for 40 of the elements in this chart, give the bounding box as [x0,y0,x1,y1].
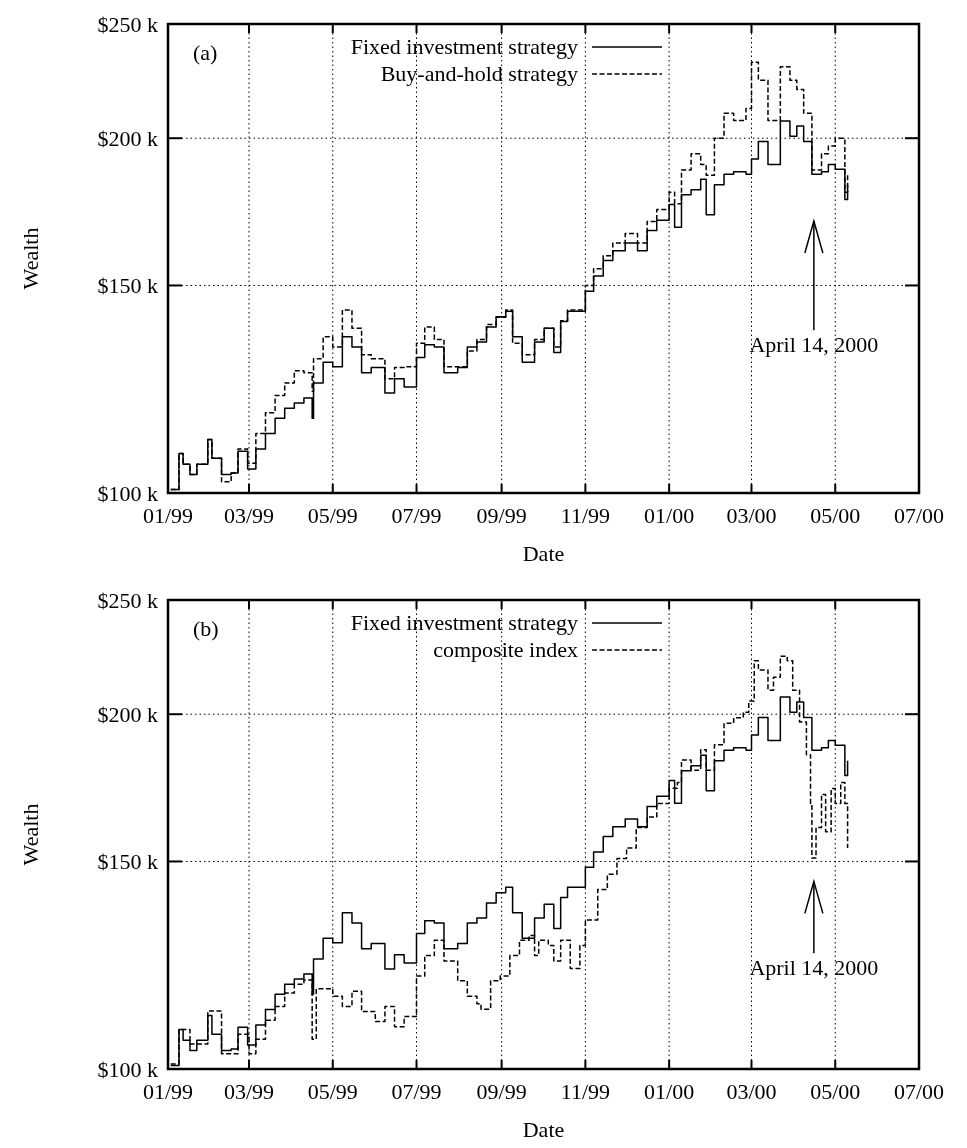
legend-label: Fixed investment strategy [350,34,578,59]
x-tick-label: 03/99 [223,1079,275,1104]
y-tick-label: $150 k [97,849,158,875]
y-tick-label: $150 k [97,273,158,299]
y-axis-title: Wealth [18,227,43,290]
x-axis-title: Date [522,541,565,566]
legend-label: Buy-and-hold strategy [380,61,578,86]
x-tick-label: 09/99 [476,1079,527,1104]
x-tick-label: 01/99 [142,503,194,528]
annotation: (b) [193,616,219,641]
x-tick-label: 03/00 [726,1079,777,1104]
legend-label: Fixed investment strategy [350,610,578,635]
x-tick-label: 01/00 [644,1079,695,1104]
x-tick-label: 05/99 [307,1079,358,1104]
y-tick-label: $200 k [97,701,158,727]
x-tick-label: 05/99 [307,503,358,528]
annotation: (a) [193,40,218,65]
y-axis-title: Wealth [18,803,43,866]
annotation: April 14, 2000 [749,332,879,358]
x-tick-label: 09/99 [476,503,527,528]
y-tick-label: $100 k [97,1056,158,1082]
x-axis-title: Date [522,1117,565,1142]
x-tick-label: 11/99 [560,1079,611,1104]
x-tick-label: 03/99 [223,503,275,528]
x-tick-label: 07/00 [893,503,945,528]
y-tick-label: $200 k [97,125,158,151]
annotation: April 14, 2000 [749,955,879,981]
y-tick-label: $250 k [97,587,158,613]
y-tick-label: $250 k [97,11,158,37]
x-tick-label: 01/00 [644,503,695,528]
x-tick-label: 05/00 [810,503,861,528]
x-tick-label: 07/99 [391,503,442,528]
y-tick-label: $100 k [97,480,158,506]
x-tick-label: 07/00 [893,1079,945,1104]
x-tick-label: 05/00 [810,1079,861,1104]
x-tick-label: 11/99 [560,503,611,528]
x-tick-label: 07/99 [391,1079,442,1104]
legend-label: composite index [433,637,578,662]
x-tick-label: 03/00 [726,503,777,528]
x-tick-label: 01/99 [142,1079,194,1104]
